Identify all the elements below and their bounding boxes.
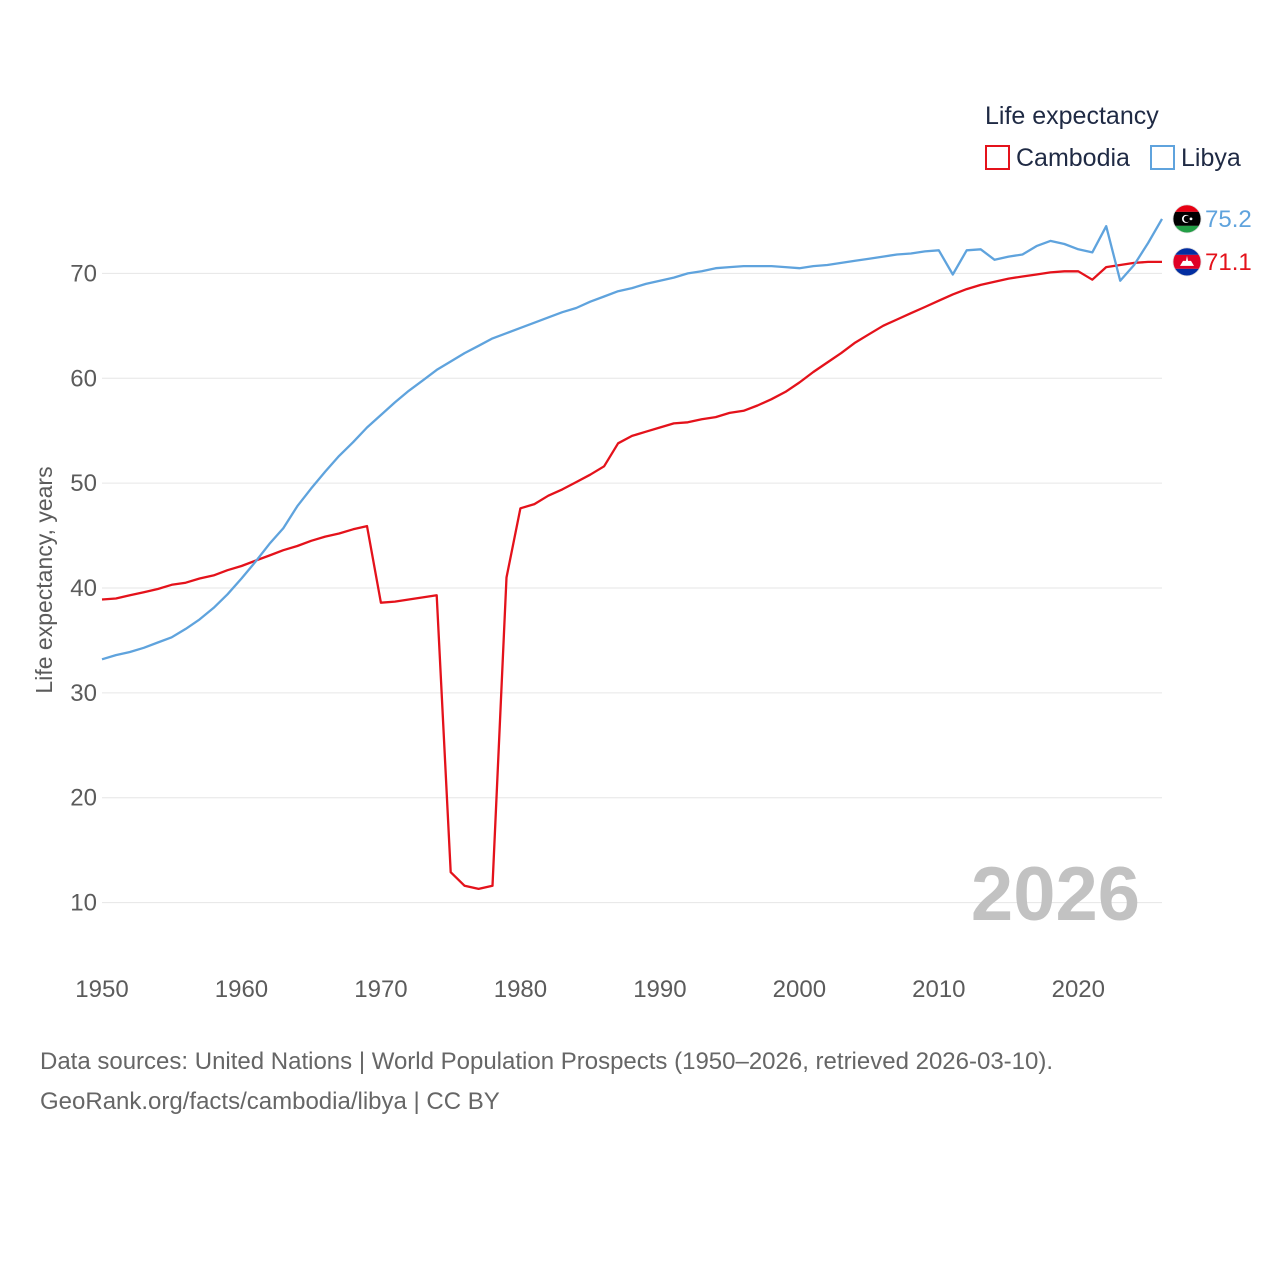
x-tick-label-1970: 1970	[354, 976, 407, 1003]
y-tick-label-10: 10	[70, 890, 97, 917]
x-tick-label-1950: 1950	[75, 976, 128, 1003]
y-tick-label-70: 70	[70, 260, 97, 287]
series-line-cambodia[interactable]	[101, 260, 1162, 891]
y-tick-label-20: 20	[70, 785, 97, 812]
legend-swatch-libya[interactable]	[1150, 145, 1175, 170]
legend: Life expectancy Cambodia Libya	[985, 102, 1241, 172]
footer: Data sources: United Nations | World Pop…	[40, 1042, 1240, 1122]
end-label-libya: 75.2	[1205, 206, 1252, 233]
x-tick-label-2020: 2020	[1052, 976, 1105, 1003]
y-axis-title: Life expectancy, years	[31, 466, 57, 693]
x-tick-label-1960: 1960	[215, 976, 268, 1003]
cambodia-flag-icon	[1172, 247, 1202, 277]
x-tick-label-1990: 1990	[633, 976, 686, 1003]
end-label-cambodia: 71.1	[1205, 249, 1252, 276]
y-axis: 10 20 30 40 50 60 70	[70, 260, 97, 916]
legend-label-libya[interactable]: Libya	[1181, 144, 1241, 172]
y-tick-label-50: 50	[70, 470, 97, 497]
grid	[102, 272, 1162, 904]
series	[101, 218, 1163, 891]
y-tick-label-30: 30	[70, 680, 97, 707]
end-labels: 71.1 75.2	[1172, 204, 1252, 277]
legend-title: Life expectancy	[985, 102, 1159, 130]
libya-flag-icon	[1172, 204, 1202, 234]
legend-swatch-cambodia[interactable]	[985, 145, 1010, 170]
y-tick-label-60: 60	[70, 365, 97, 392]
x-tick-label-2010: 2010	[912, 976, 965, 1003]
year-stamp: 2026	[971, 852, 1140, 937]
series-line-libya[interactable]	[101, 218, 1163, 661]
x-tick-label-2000: 2000	[773, 976, 826, 1003]
legend-label-cambodia[interactable]: Cambodia	[1016, 144, 1130, 172]
y-tick-label-40: 40	[70, 575, 97, 602]
x-axis: 1950 1960 1970 1980 1990 2000 2010 2020	[75, 976, 1105, 1003]
x-tick-label-1980: 1980	[494, 976, 547, 1003]
data-sources: Data sources: United Nations | World Pop…	[40, 1048, 1054, 1075]
source-credit[interactable]: GeoRank.org/facts/cambodia/libya | CC BY	[40, 1088, 500, 1115]
